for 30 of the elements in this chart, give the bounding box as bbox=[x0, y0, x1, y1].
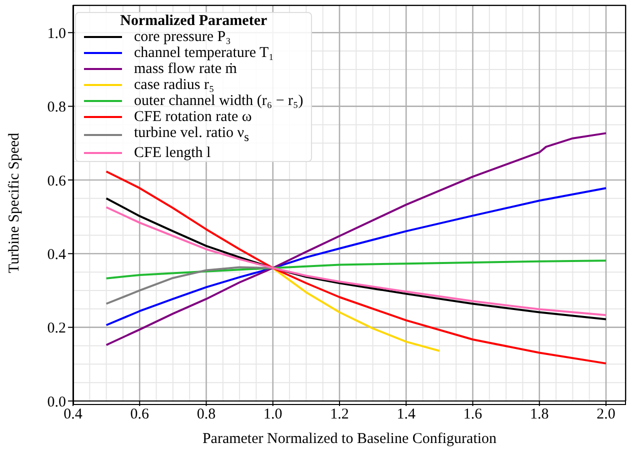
y-tick-label: 0.0 bbox=[47, 394, 66, 410]
line-series bbox=[272, 267, 440, 352]
legend-label: mass flow rate ṁ bbox=[134, 61, 237, 77]
x-tick-label: 0.8 bbox=[196, 406, 216, 423]
legend-title: Normalized Parameter bbox=[120, 13, 268, 29]
x-tick-label: 1.4 bbox=[396, 406, 416, 423]
legend-label: channel temperature T₁ bbox=[134, 45, 274, 61]
y-tick-label: 0.6 bbox=[47, 173, 66, 190]
y-tick-label: 0.8 bbox=[47, 100, 66, 116]
line-series bbox=[105, 170, 608, 364]
legend-label: outer channel width (r₆ − r₅) bbox=[134, 93, 304, 109]
x-axis-title: Parameter Normalized to Baseline Configuration bbox=[202, 431, 498, 447]
x-tick-label: 1.6 bbox=[463, 406, 483, 423]
legend-label: CFE length l bbox=[134, 145, 211, 161]
line-series bbox=[105, 266, 274, 305]
x-tick-label: 0.4 bbox=[64, 406, 83, 423]
x-tick-label: 1.8 bbox=[530, 406, 549, 423]
y-tick-label: 1.0 bbox=[47, 26, 66, 42]
x-tick-label: 0.6 bbox=[130, 406, 150, 423]
legend-label: turbine vel. ratio ν$_{s}$ bbox=[134, 125, 249, 144]
legend-label: CFE rotation rate ω bbox=[134, 109, 252, 125]
x-tick-label: 1.0 bbox=[264, 406, 282, 423]
x-tick-label: 2.0 bbox=[596, 406, 616, 423]
legend-label: case radius r₅ bbox=[134, 77, 214, 93]
legend-label: core pressure P₃ bbox=[134, 29, 231, 45]
line-series bbox=[105, 260, 608, 280]
y-axis-title: Turbine Specific Speed bbox=[6, 132, 22, 274]
y-tick-label: 0.2 bbox=[47, 320, 66, 337]
x-tick-label: 1.2 bbox=[330, 406, 349, 423]
y-tick-label: 0.4 bbox=[47, 246, 66, 263]
